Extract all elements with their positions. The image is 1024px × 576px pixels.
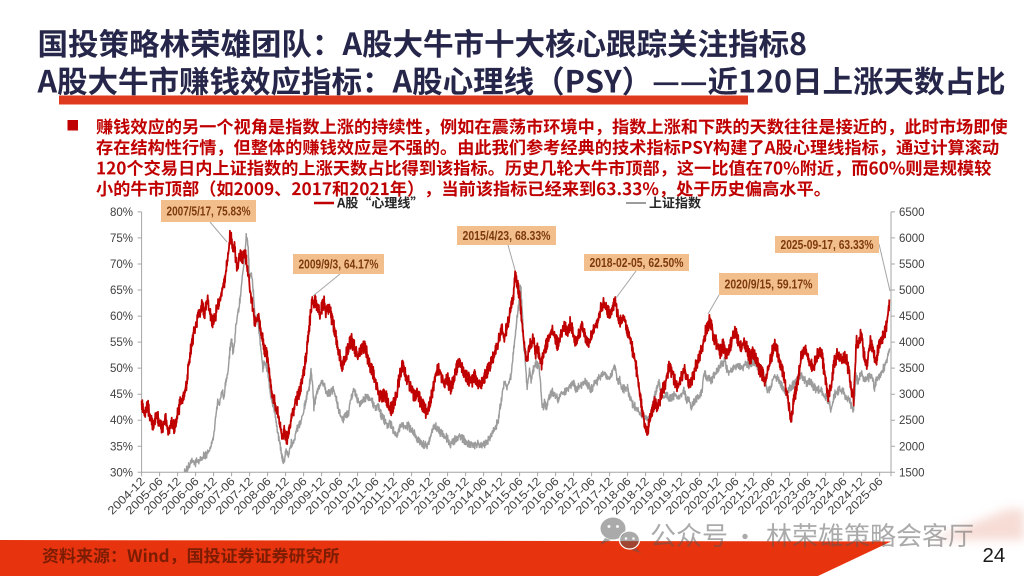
- svg-text:70%: 70%: [110, 259, 133, 271]
- svg-text:2018-02-05, 62.50%: 2018-02-05, 62.50%: [590, 256, 684, 270]
- svg-text:4000: 4000: [899, 337, 925, 349]
- svg-text:6500: 6500: [899, 207, 925, 219]
- svg-text:24: 24: [983, 544, 1006, 567]
- svg-text:30%: 30%: [110, 467, 133, 479]
- svg-text:35%: 35%: [110, 441, 133, 453]
- svg-text:2015/4/23, 68.33%: 2015/4/23, 68.33%: [463, 229, 551, 243]
- svg-text:55%: 55%: [110, 337, 133, 349]
- svg-text:65%: 65%: [110, 285, 133, 297]
- svg-text:75%: 75%: [110, 233, 133, 245]
- svg-text:50%: 50%: [110, 363, 133, 375]
- svg-text:1500: 1500: [899, 467, 925, 479]
- svg-text:2009/9/3, 64.17%: 2009/9/3, 64.17%: [299, 258, 379, 272]
- svg-text:4500: 4500: [899, 311, 925, 323]
- svg-text:2025-09-17, 63.33%: 2025-09-17, 63.33%: [781, 238, 874, 252]
- svg-text:3000: 3000: [899, 389, 925, 401]
- svg-text:40%: 40%: [110, 415, 133, 427]
- svg-text:2500: 2500: [899, 415, 925, 427]
- svg-text:80%: 80%: [110, 207, 133, 219]
- svg-text:6000: 6000: [899, 233, 925, 245]
- svg-text:2020/9/15, 59.17%: 2020/9/15, 59.17%: [725, 278, 813, 292]
- svg-text:2007/5/17, 75.83%: 2007/5/17, 75.83%: [167, 205, 251, 219]
- svg-text:60%: 60%: [110, 311, 133, 323]
- svg-text:3500: 3500: [899, 363, 925, 375]
- svg-text:5500: 5500: [899, 259, 925, 271]
- svg-text:45%: 45%: [110, 389, 133, 401]
- svg-text:2000: 2000: [899, 441, 925, 453]
- svg-text:5000: 5000: [899, 285, 925, 297]
